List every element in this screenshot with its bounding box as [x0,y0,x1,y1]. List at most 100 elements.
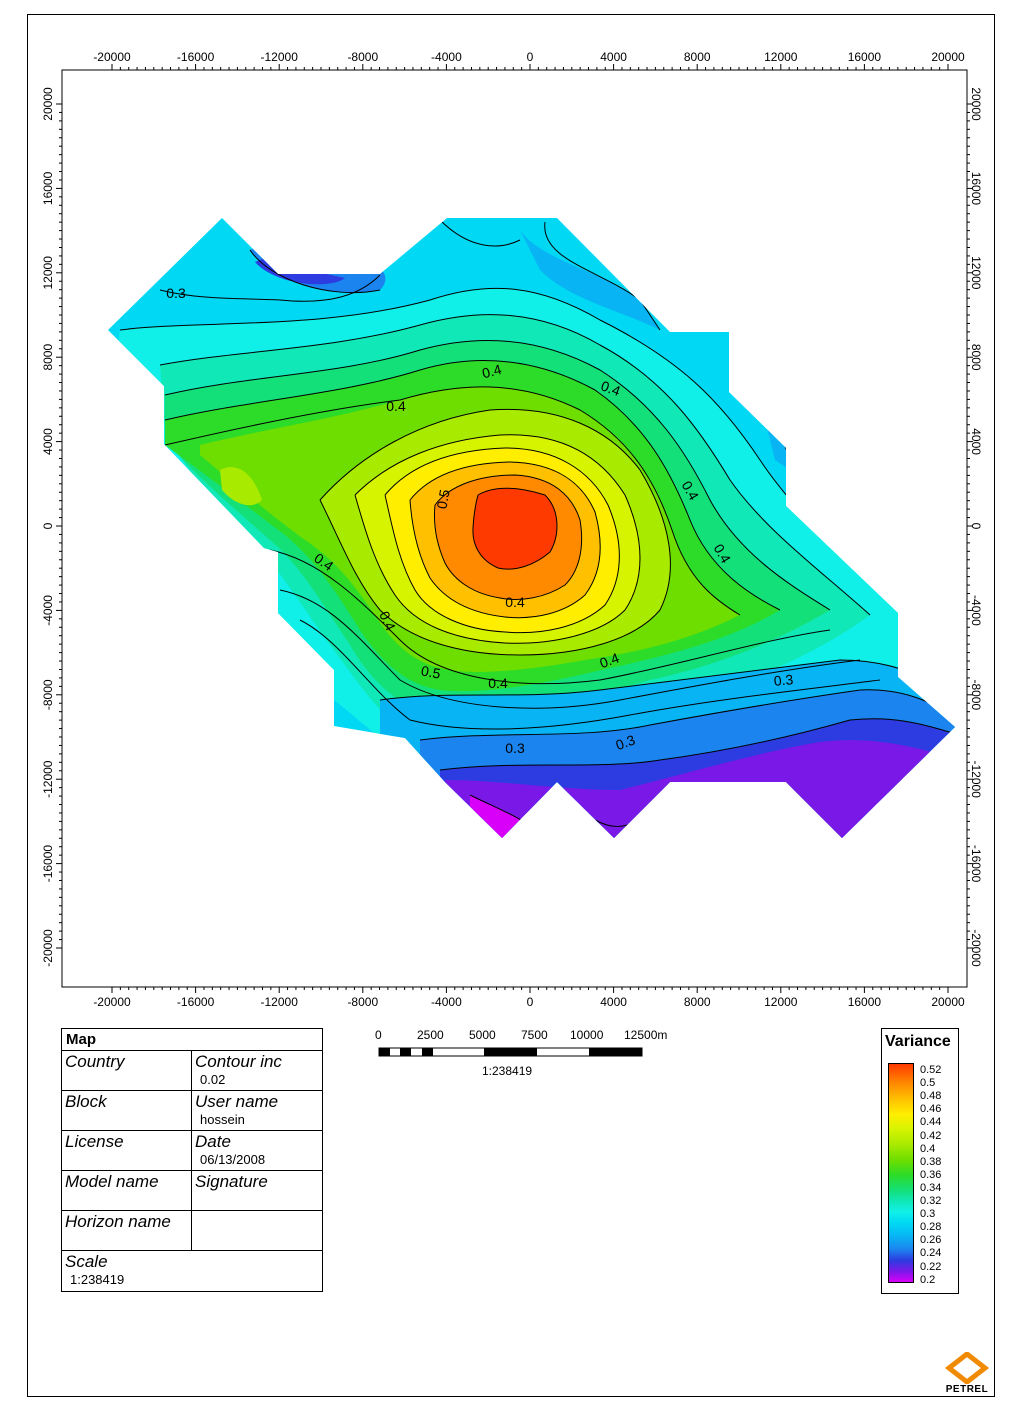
x-tick-label-top: 16000 [848,50,882,64]
contour-label: 0.4 [480,361,503,382]
info-row-block: Block User name hossein [62,1091,322,1131]
petrel-logo-icon [944,1350,990,1386]
x-tick-label-top: 20000 [931,50,965,64]
y-tick-label-left: -16000 [41,845,55,883]
x-tick-label-bottom: 16000 [848,995,882,1009]
x-tick-label-bottom: 4000 [600,995,627,1009]
legend-tick-label: 0.44 [920,1116,942,1129]
info-table-title: Map [62,1029,322,1051]
y-tick-label-left: -12000 [41,760,55,798]
scale-label: Scale [65,1252,108,1271]
country-label: Country [65,1052,125,1071]
user-name-value: hossein [200,1112,245,1127]
x-tick-label-top: 8000 [684,50,711,64]
scale-bar-label: 5000 [469,1028,496,1042]
info-row-horizon: Horizon name [62,1211,322,1251]
contour-label: 0.5 [420,663,442,682]
legend-tick-label: 0.46 [920,1103,942,1116]
legend-tick-label: 0.32 [920,1195,942,1207]
info-table: Map Country Contour inc 0.02 Block User n… [61,1028,323,1292]
axis-ticks: -20000 -20000 -16000 -16000 -12000 -12000 -800… [41,50,983,1009]
block-label: Block [65,1092,107,1111]
x-tick-label-bottom: 20000 [931,995,965,1009]
petrel-logo-text: PETREL [945,1384,989,1395]
info-row-country: Country Contour inc 0.02 [62,1051,322,1091]
x-tick-label-bottom: -16000 [177,995,215,1009]
y-tick-label-left: 8000 [41,344,55,371]
y-tick-label-right: 20000 [969,87,983,121]
legend-tick-label: 0.36 [920,1168,942,1181]
variance-surface [108,218,955,838]
legend-tick-label: 0.2 [920,1273,936,1286]
contour-label: 0.4 [376,609,399,634]
x-tick-label-bottom: 8000 [684,995,711,1009]
x-tick-label-bottom: -12000 [261,995,299,1009]
contour-label: 0.5 [434,488,453,510]
y-tick-label-left: 20000 [41,87,55,121]
x-tick-label-bottom: 0 [527,995,534,1009]
scale-bar-label: 7500 [521,1028,548,1042]
y-tick-label-right: -8000 [969,679,983,710]
y-tick-label-right: -12000 [969,761,983,799]
contour-label: 0.4 [488,675,508,691]
x-tick-label-bottom: -4000 [431,995,462,1009]
contour-label: 0.3 [773,671,794,689]
variance-map: -20000 -20000 -16000 -16000 -12000 -12000 -800… [41,50,983,1009]
legend-tick-label: 0.5 [920,1077,936,1090]
contour-label: 0.4 [599,377,623,399]
y-tick-label-left: 0 [41,522,55,529]
legend-tick-label: 0.48 [920,1090,942,1103]
variance-legend: Variance 0.52 0.5 0.48 0.46 0.44 0.42 0.4 0.38 0… [881,1028,959,1294]
legend-tick-label: 0.3 [920,1208,936,1221]
contour-label: 0.4 [505,594,525,610]
license-label: License [65,1132,124,1151]
y-tick-label-right: 4000 [969,428,983,455]
y-tick-label-right: 12000 [969,256,983,290]
y-tick-label-right: -4000 [969,595,983,626]
scale-bar-label: 2500 [417,1028,444,1042]
info-row-scale: Scale 1:238419 [62,1251,322,1291]
scale-bar-label: 12500m [624,1028,668,1042]
x-tick-label-top: 0 [527,50,534,64]
legend-color-bar [888,1063,914,1283]
legend-tick-label: 0.34 [920,1181,942,1194]
contour-inc-label: Contour inc [195,1052,282,1071]
fill-052 [472,488,557,570]
model-name-label: Model name [65,1172,159,1191]
x-tick-label-top: 4000 [600,50,627,64]
y-tick-label-right: -20000 [969,929,983,967]
petrel-logo: PETREL [941,1350,993,1396]
y-tick-label-left: 16000 [41,171,55,205]
y-tick-label-right: 16000 [969,172,983,206]
contour-label: 0.4 [597,649,621,671]
horizon-name-label: Horizon name [65,1212,171,1231]
legend-tick-label: 0.24 [920,1247,942,1260]
x-tick-label-top: -4000 [431,50,462,64]
legend-tick-label: 0.42 [920,1129,942,1142]
date-label: Date [195,1132,231,1151]
signature-label: Signature [195,1172,268,1191]
x-tick-label-bottom: 12000 [764,995,798,1009]
x-tick-label-bottom: -8000 [347,995,378,1009]
scale-bar-label: 0 [375,1028,382,1042]
contour-label: 0.4 [386,398,406,414]
contour-label: 0.3 [505,740,525,756]
scale-bar-graphic [378,1047,643,1057]
x-tick-label-top: -20000 [93,50,131,64]
y-tick-label-left: -20000 [41,929,55,967]
y-tick-label-right: 8000 [969,344,983,371]
legend-tick-label: 0.4 [920,1142,936,1155]
legend-tick-label: 0.28 [920,1221,942,1234]
fill-028-ne [520,230,660,330]
scale-bar-label: 10000 [570,1028,604,1042]
y-tick-label-left: 12000 [41,256,55,290]
contour-inc-value: 0.02 [200,1072,226,1087]
contour-lines [119,219,955,838]
x-tick-label-top: -8000 [347,50,378,64]
x-tick-label-top: 12000 [764,50,798,64]
fill-042-west [220,467,262,506]
y-tick-label-right: -16000 [969,845,983,883]
scale-bar-ratio: 1:238419 [482,1064,533,1078]
y-tick-label-left: 4000 [41,428,55,455]
legend-tick-label: 0.26 [920,1234,942,1247]
